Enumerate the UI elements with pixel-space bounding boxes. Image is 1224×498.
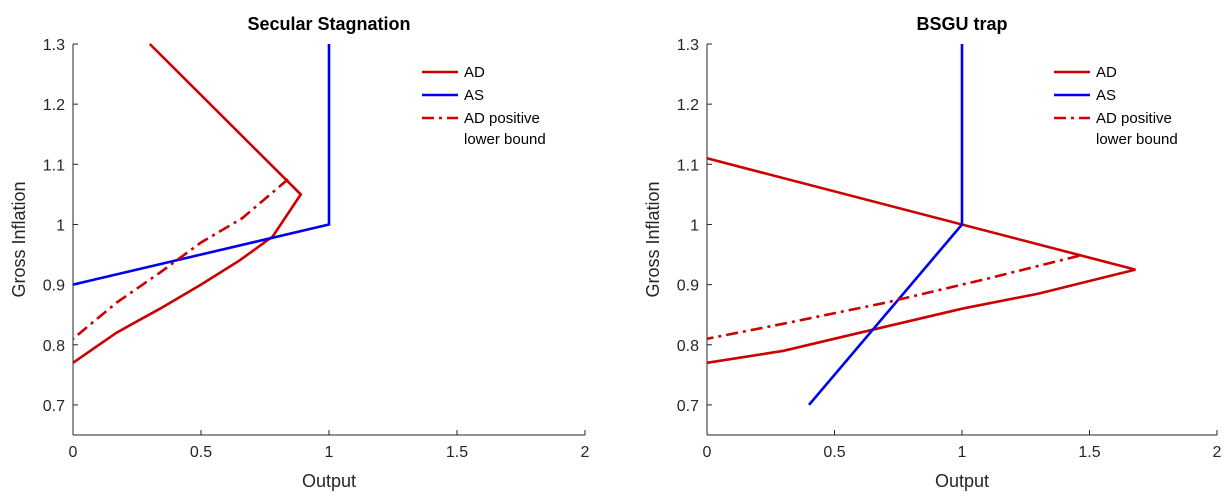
y-tick-label: 1.3 (43, 37, 65, 54)
y-axis-label: Gross Inflation (9, 181, 29, 297)
x-tick-label: 0 (703, 444, 712, 461)
y-tick-label: 1.3 (677, 37, 699, 54)
x-tick-label: 0.5 (190, 444, 212, 461)
x-tick-label: 2 (581, 444, 590, 461)
x-tick-label: 0 (69, 444, 78, 461)
y-tick-label: 1.2 (677, 97, 699, 114)
y-axis-label: Gross Inflation (643, 181, 663, 297)
series-line-2 (72, 44, 331, 286)
y-tick-label: 1 (690, 217, 699, 234)
legend-label-2: AS (464, 87, 484, 104)
legend: AD AS AD positive lower bound (422, 64, 546, 148)
legend-label-1: AD (1096, 64, 1117, 81)
x-tick-label: 1 (325, 444, 334, 461)
legend: AD AS AD positive lower bound (1054, 64, 1178, 148)
legend-label-1: AD (464, 64, 485, 81)
x-tick-label: 0.5 (823, 444, 845, 461)
y-tick-label: 1 (56, 217, 65, 234)
series-line-1 (706, 157, 1136, 365)
x-tick-label: 1.5 (1078, 444, 1100, 461)
x-tick-label: 1 (958, 444, 967, 461)
y-tick-label: 0.8 (677, 338, 699, 355)
x-axis-label: Output (935, 471, 989, 491)
x-axis-label: Output (302, 471, 356, 491)
series-line-1 (72, 43, 303, 364)
chart-title: BSGU trap (916, 14, 1007, 34)
y-tick-label: 1.1 (43, 157, 65, 174)
y-tick-label: 1.2 (43, 97, 65, 114)
y-tick-label: 0.9 (677, 278, 699, 295)
y-tick-label: 0.7 (43, 398, 65, 415)
series-line-2 (808, 44, 964, 406)
legend-label-3: AD positive lower bound (1096, 110, 1178, 148)
x-tick-label: 2 (1213, 444, 1222, 461)
y-tick-label: 1.1 (677, 157, 699, 174)
x-tick-label: 1.5 (446, 444, 468, 461)
legend-label-3: AD positive lower bound (464, 110, 546, 148)
chart-title: Secular Stagnation (247, 14, 410, 34)
series-line-3 (72, 178, 289, 340)
y-tick-label: 0.8 (43, 338, 65, 355)
legend-label-2: AS (1096, 87, 1116, 104)
y-tick-label: 0.9 (43, 278, 65, 295)
y-tick-label: 0.7 (677, 398, 699, 415)
chart-1: 0 0.5 1 1.5 2 0.7 0.8 0.9 1 1.1 1.2 1.3 Secular Stag… (9, 14, 590, 491)
series-line-3 (706, 254, 1080, 341)
chart-2: 0 0.5 1 1.5 2 0.7 0.8 0.9 1 1.1 1.2 1.3 BSGU trap Out… (643, 14, 1222, 491)
